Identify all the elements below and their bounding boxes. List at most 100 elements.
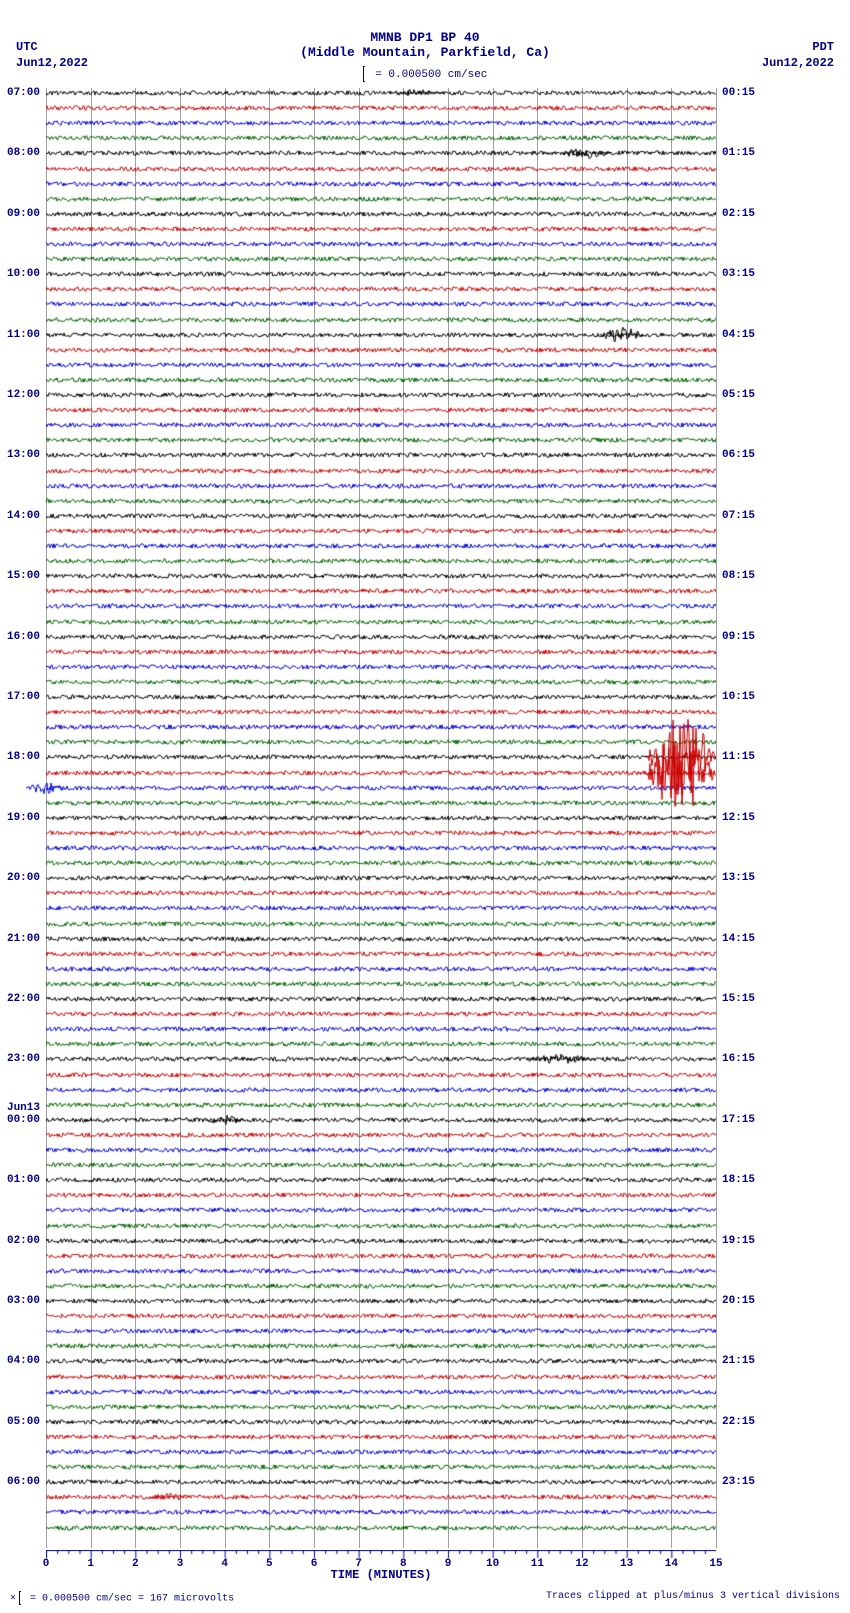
trace-row bbox=[46, 606, 716, 609]
pdt-time-label: 23:15 bbox=[722, 1476, 755, 1488]
trace-row bbox=[46, 274, 716, 277]
x-tick-label: 14 bbox=[665, 1558, 678, 1570]
grid-line-vertical bbox=[716, 88, 717, 1548]
trace-row bbox=[46, 908, 716, 911]
trace-row bbox=[46, 803, 716, 806]
pdt-time-label: 12:15 bbox=[722, 812, 755, 824]
trace-row bbox=[46, 1241, 716, 1244]
trace-row bbox=[46, 1075, 716, 1078]
scale-bar-icon bbox=[363, 66, 365, 82]
trace-row bbox=[46, 773, 716, 776]
trace-row bbox=[46, 169, 716, 172]
footer-bar-icon bbox=[19, 1591, 21, 1605]
trace-row bbox=[46, 1014, 716, 1017]
trace-row bbox=[46, 712, 716, 715]
date-right: Jun12,2022 bbox=[762, 56, 834, 70]
trace-row bbox=[46, 878, 716, 881]
trace-row bbox=[46, 1135, 716, 1138]
trace-row bbox=[46, 742, 716, 745]
x-axis: 0123456789101112131415 TIME (MINUTES) bbox=[46, 1550, 716, 1590]
utc-time-label: 06:00 bbox=[0, 1476, 40, 1488]
trace-row bbox=[46, 637, 716, 640]
pdt-time-label: 06:15 bbox=[722, 449, 755, 461]
x-tick-label: 10 bbox=[486, 1558, 499, 1570]
trace-row bbox=[46, 969, 716, 972]
utc-time-label: 03:00 bbox=[0, 1295, 40, 1307]
trace-row bbox=[46, 757, 716, 760]
trace-row bbox=[46, 1437, 716, 1440]
trace-row bbox=[46, 1195, 716, 1198]
trace-row bbox=[46, 108, 716, 111]
utc-time-label: 07:00 bbox=[0, 87, 40, 99]
trace-row bbox=[46, 304, 716, 307]
pdt-time-label: 01:15 bbox=[722, 147, 755, 159]
utc-time-label: 12:00 bbox=[0, 389, 40, 401]
trace-row bbox=[46, 1512, 716, 1515]
trace-row bbox=[46, 727, 716, 730]
x-tick-label: 0 bbox=[43, 1558, 50, 1570]
trace-row bbox=[46, 1497, 716, 1500]
pdt-time-label: 08:15 bbox=[722, 570, 755, 582]
utc-time-label: 09:00 bbox=[0, 208, 40, 220]
trace-row bbox=[46, 425, 716, 428]
x-tick-label: 7 bbox=[355, 1558, 362, 1570]
utc-time-label: 18:00 bbox=[0, 751, 40, 763]
trace-row bbox=[46, 123, 716, 126]
pdt-time-label: 04:15 bbox=[722, 329, 755, 341]
trace-row bbox=[46, 1044, 716, 1047]
x-tick-label: 15 bbox=[709, 1558, 722, 1570]
footer-prefix: × bbox=[10, 1594, 16, 1605]
trace-row bbox=[46, 184, 716, 187]
trace-row bbox=[46, 939, 716, 942]
footer: × = 0.000500 cm/sec = 167 microvolts Tra… bbox=[10, 1591, 840, 1605]
utc-time-label: 05:00 bbox=[0, 1416, 40, 1428]
utc-time-label: 01:00 bbox=[0, 1174, 40, 1186]
pdt-time-label: 09:15 bbox=[722, 631, 755, 643]
utc-time-label: 14:00 bbox=[0, 510, 40, 522]
utc-time-label: 11:00 bbox=[0, 329, 40, 341]
trace-row bbox=[46, 1286, 716, 1289]
trace-row bbox=[46, 1316, 716, 1319]
trace-row bbox=[46, 1105, 716, 1108]
x-tick-label: 2 bbox=[132, 1558, 139, 1570]
pdt-time-label: 11:15 bbox=[722, 751, 755, 763]
trace-row bbox=[46, 697, 716, 700]
trace-row bbox=[46, 1528, 716, 1531]
x-tick-label: 1 bbox=[87, 1558, 94, 1570]
trace-row bbox=[46, 1150, 716, 1153]
utc-time-label: 23:00 bbox=[0, 1053, 40, 1065]
trace-row bbox=[46, 1331, 716, 1334]
x-tick-label: 3 bbox=[177, 1558, 184, 1570]
trace-row bbox=[46, 1346, 716, 1349]
pdt-time-label: 02:15 bbox=[722, 208, 755, 220]
utc-time-label: 13:00 bbox=[0, 449, 40, 461]
trace-row bbox=[46, 667, 716, 670]
trace-row bbox=[46, 153, 716, 156]
utc-time-label: 02:00 bbox=[0, 1235, 40, 1247]
trace-row bbox=[46, 1256, 716, 1259]
trace-row bbox=[46, 1407, 716, 1410]
pdt-time-label: 16:15 bbox=[722, 1053, 755, 1065]
trace-row bbox=[46, 1226, 716, 1229]
trace-row bbox=[46, 682, 716, 685]
trace-row bbox=[46, 1090, 716, 1093]
x-tick-label: 11 bbox=[531, 1558, 544, 1570]
trace-row bbox=[46, 1392, 716, 1395]
trace-row bbox=[46, 1482, 716, 1485]
trace-row bbox=[46, 1165, 716, 1168]
trace-row bbox=[46, 350, 716, 353]
timezone-right: PDT bbox=[812, 40, 834, 54]
scale-indicator: = 0.000500 cm/sec bbox=[0, 60, 850, 82]
trace-row bbox=[46, 788, 716, 791]
footer-right-text: Traces clipped at plus/minus 3 vertical … bbox=[546, 1591, 840, 1605]
pdt-time-label: 20:15 bbox=[722, 1295, 755, 1307]
trace-row bbox=[46, 1120, 716, 1123]
x-tick-label: 4 bbox=[221, 1558, 228, 1570]
pdt-time-label: 00:15 bbox=[722, 87, 755, 99]
trace-row bbox=[46, 365, 716, 368]
pdt-time-label: 19:15 bbox=[722, 1235, 755, 1247]
utc-time-label: 21:00 bbox=[0, 933, 40, 945]
utc-time-label: 08:00 bbox=[0, 147, 40, 159]
trace-row bbox=[46, 229, 716, 232]
trace-row bbox=[46, 652, 716, 655]
